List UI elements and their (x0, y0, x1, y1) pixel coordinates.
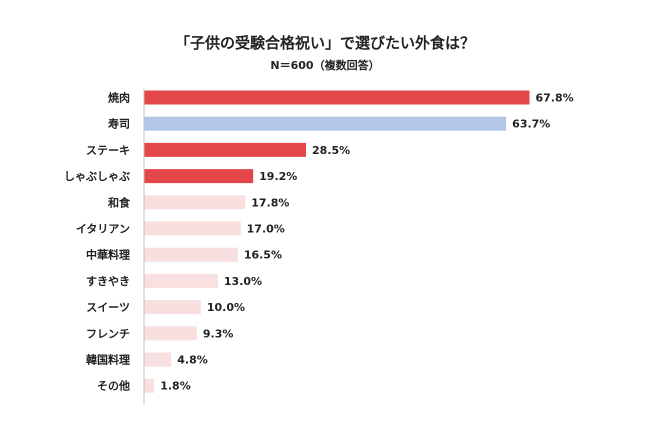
chart-subtitle: N＝600（複数回答） (270, 58, 379, 72)
bar (144, 221, 241, 236)
bars-group: 焼肉 67.8% 寿司 63.7% ステーキ 28.5% しゃぶしゃぶ 19.2% 和食 17.8… (64, 90, 574, 393)
bar (144, 247, 238, 262)
value-label: 67.8% (535, 92, 573, 105)
value-label: 17.0% (247, 223, 285, 236)
value-label: 16.5% (244, 249, 282, 262)
bar (144, 273, 218, 288)
value-label: 13.0% (224, 275, 262, 288)
bar (144, 90, 530, 105)
category-label: 韓国料理 (86, 353, 130, 367)
category-label: フレンチ (86, 327, 130, 340)
value-label: 1.8% (160, 380, 191, 393)
category-label: 和食 (108, 195, 131, 209)
bar (144, 195, 246, 210)
value-label: 63.7% (512, 118, 550, 131)
category-label: すきやき (86, 275, 130, 288)
value-label: 9.3% (203, 327, 234, 340)
bar (144, 352, 172, 367)
category-label: その他 (97, 379, 130, 393)
chart-title: 「子供の受験合格祝い」で選びたい外食は？ (175, 34, 475, 52)
value-label: 4.8% (177, 354, 208, 367)
bar (144, 326, 197, 341)
bar (144, 142, 307, 157)
category-label: 焼肉 (108, 91, 130, 105)
bar (144, 169, 254, 184)
value-label: 10.0% (207, 301, 245, 314)
category-label: イタリアン (76, 223, 130, 236)
category-label: 中華料理 (86, 248, 130, 262)
value-label: 28.5% (312, 144, 350, 157)
category-label: スイーツ (86, 301, 130, 314)
value-label: 17.8% (251, 196, 289, 209)
bar (144, 116, 507, 131)
value-label: 19.2% (259, 170, 297, 183)
bar (144, 300, 201, 315)
category-label: しゃぶしゃぶ (64, 170, 130, 183)
bar (144, 378, 155, 393)
category-label: ステーキ (86, 144, 130, 157)
category-label: 寿司 (108, 117, 130, 131)
